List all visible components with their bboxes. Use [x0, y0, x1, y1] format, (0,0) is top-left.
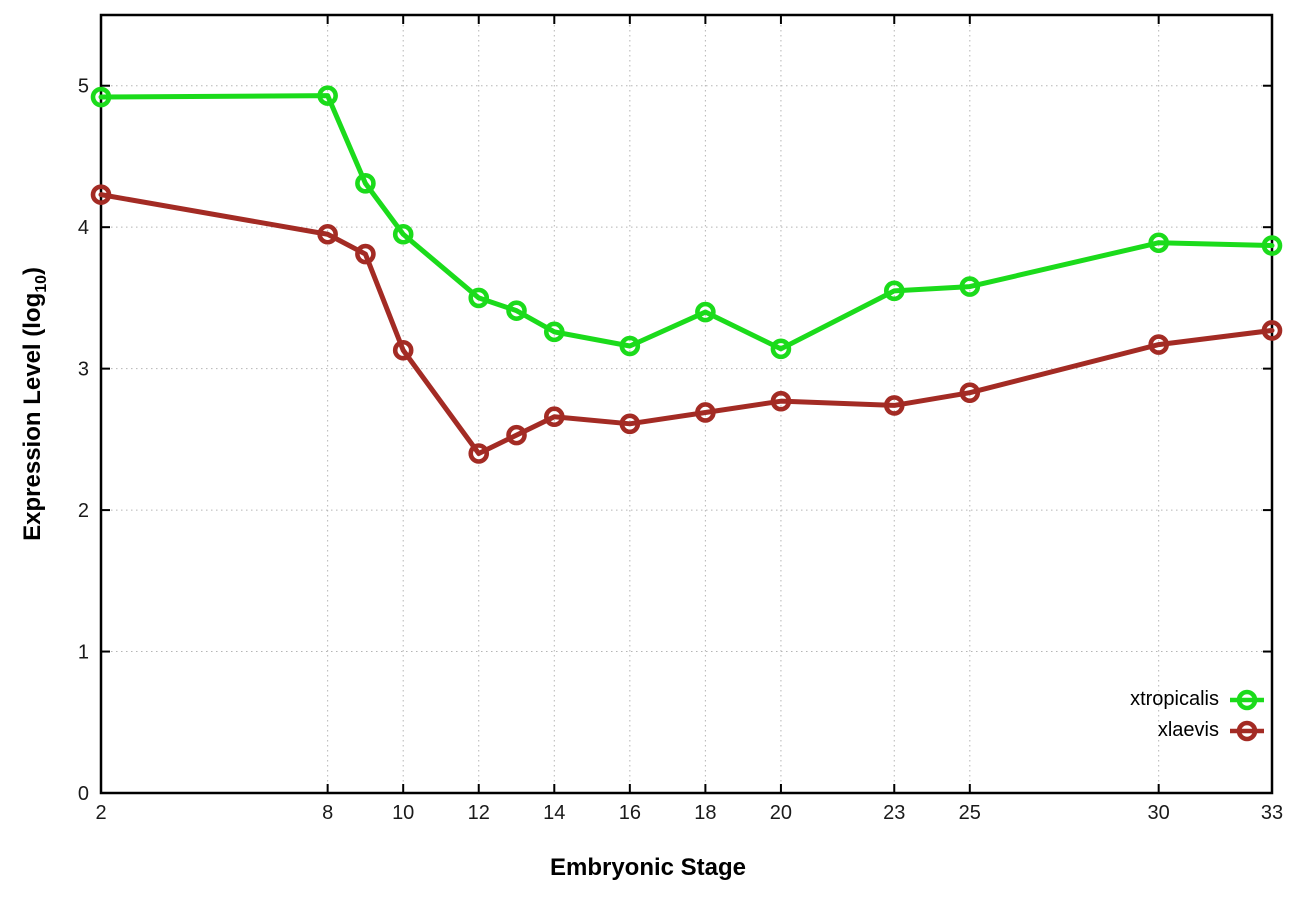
tick-label-x: 14 — [543, 802, 565, 824]
tick-label-x: 33 — [1261, 802, 1283, 824]
data-point-xtropicalis — [355, 173, 376, 194]
legend-item-xtropicalis: xtropicalis — [1130, 684, 1266, 715]
data-point-xtropicalis — [543, 321, 565, 343]
data-point-xlaevis — [506, 424, 527, 446]
data-point-xtropicalis — [506, 300, 527, 321]
data-point-xtropicalis — [317, 85, 338, 106]
data-point-xlaevis — [770, 390, 792, 412]
data-point-xtropicalis — [392, 223, 414, 245]
legend-marker-xlaevis — [1230, 720, 1264, 741]
tick-label-x: 30 — [1148, 802, 1170, 824]
data-point-xtropicalis — [883, 280, 905, 302]
y-axis-title: Expression Level (log10) — [19, 174, 51, 634]
series-line-xtropicalis — [98, 93, 1275, 352]
data-point-xtropicalis — [1261, 235, 1283, 256]
data-point-xlaevis — [90, 184, 112, 205]
data-point-xlaevis — [468, 443, 490, 464]
y-axis-title-subscript: 10 — [32, 274, 50, 293]
tick-label-y: 2 — [78, 500, 89, 522]
tick-label-x: 18 — [694, 802, 716, 824]
tick-label-x: 8 — [322, 802, 333, 824]
tick-label-x: 10 — [392, 802, 414, 824]
legend-marker-xtropicalis — [1230, 689, 1264, 710]
data-point-xlaevis — [392, 339, 414, 361]
data-point-xlaevis — [355, 243, 376, 265]
tick-label-x: 12 — [468, 802, 490, 824]
y-axis-title-text: Expression Level (log — [19, 292, 47, 541]
data-point-xtropicalis — [959, 276, 981, 297]
series-line-xlaevis — [98, 192, 1275, 457]
data-point-xlaevis — [959, 382, 981, 403]
tick-label-x: 16 — [619, 802, 641, 824]
tick-label-x: 20 — [770, 802, 792, 824]
data-point-xtropicalis — [695, 301, 716, 323]
data-point-xlaevis — [695, 402, 716, 423]
x-axis-title: Embryonic Stage — [549, 854, 747, 881]
tick-label-x: 2 — [95, 802, 106, 824]
data-point-xtropicalis — [90, 86, 112, 108]
data-point-xlaevis — [317, 223, 338, 245]
plot-border — [99, 13, 1274, 795]
data-point-xtropicalis — [1148, 232, 1169, 254]
tick-label-y: 3 — [78, 359, 89, 381]
legend-item-xlaevis: xlaevis — [1130, 715, 1266, 746]
legend-sample-ring — [1236, 720, 1258, 741]
tick-label-x: 23 — [883, 802, 905, 824]
y-axis-title-close: ) — [19, 266, 47, 275]
tick-label-y: 4 — [78, 217, 89, 239]
tick-label-y: 5 — [78, 76, 89, 98]
data-point-xtropicalis — [619, 335, 641, 357]
legend-label-xtropicalis: xtropicalis — [1130, 688, 1219, 710]
data-point-xtropicalis — [468, 287, 490, 309]
tick-label-y: 1 — [78, 642, 89, 664]
tick-label-y: 0 — [78, 783, 89, 805]
data-point-xlaevis — [1148, 334, 1169, 355]
legend-label-xlaevis: xlaevis — [1157, 719, 1219, 741]
tick-label-x: 25 — [959, 802, 981, 824]
legend-sample-ring — [1236, 689, 1258, 710]
data-point-xlaevis — [883, 395, 905, 416]
data-point-xlaevis — [619, 413, 641, 435]
legend: xtropicalis xlaevis — [1130, 684, 1266, 746]
data-point-xlaevis — [543, 406, 565, 428]
data-point-xtropicalis — [770, 338, 792, 360]
data-point-xlaevis — [1261, 320, 1283, 341]
